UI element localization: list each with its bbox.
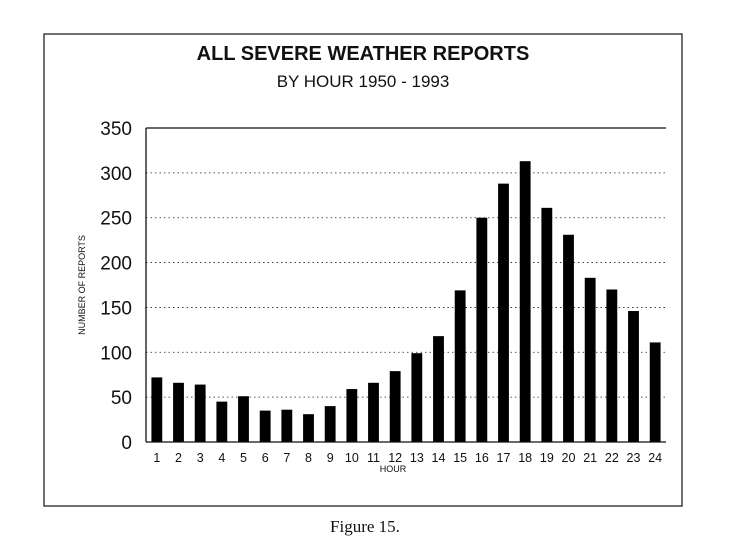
x-tick-label: 14 [432,451,446,465]
x-tick-labels: 1 2 3 4 5 6 7 8 9 10 11 12 13 14 15 16 17 18 19 20 21 22 23 24 [153,451,662,465]
bar-hour-19 [541,207,553,442]
bar-hour-24 [649,342,661,442]
bar-hour-22 [606,289,618,442]
bar-hour-15 [454,290,466,442]
bar-hour-1 [151,377,163,442]
x-tick-label: 24 [648,451,662,465]
x-tick-label: 4 [218,451,225,465]
y-tick-label: 50 [111,388,132,409]
chart-border [43,33,683,507]
bar-hour-2 [173,382,184,442]
bar-hour-5 [238,396,249,442]
chart-subtitle: BY HOUR 1950 - 1993 [277,72,450,91]
x-tick-label: 17 [497,451,511,465]
bar-hour-6 [259,410,271,442]
y-tick-label: 0 [121,433,132,454]
bar-hour-12 [389,371,401,442]
x-tick-label: 8 [305,451,312,465]
x-tick-label: 2 [175,451,182,465]
bar-hour-7 [281,409,293,442]
y-tick-label: 200 [100,254,132,275]
x-tick-label: 20 [562,451,576,465]
x-tick-label: 6 [262,451,269,465]
x-tick-label: 1 [153,451,160,465]
bar-hour-17 [498,183,509,442]
y-tick-labels: 0 50 100 150 200 250 300 350 [100,119,132,454]
bar-hour-9 [324,406,336,442]
x-tick-label: 10 [345,451,359,465]
x-tick-label: 9 [327,451,334,465]
bar-hour-16 [476,217,488,442]
x-tick-label: 23 [627,451,641,465]
bar-hour-8 [303,414,314,442]
bar-hour-3 [194,384,206,442]
bar-hour-18 [519,161,531,443]
x-tick-label: 15 [453,451,467,465]
x-tick-label: 19 [540,451,554,465]
x-tick-label: 11 [367,451,380,465]
bars [151,161,661,443]
x-tick-label: 22 [605,451,619,465]
x-tick-label: 21 [583,451,597,465]
bar-hour-21 [584,277,596,442]
figure-caption: Figure 15. [330,517,400,536]
bar-hour-20 [563,234,574,442]
x-tick-label: 16 [475,451,489,465]
y-axis-label: NUMBER OF REPORTS [77,235,87,335]
bar-hour-4 [216,401,228,442]
x-tick-label: 3 [197,451,204,465]
y-tick-label: 250 [100,209,132,230]
x-tick-label: 7 [283,451,290,465]
y-tick-label: 350 [100,119,132,140]
bar-hour-13 [411,353,423,442]
x-tick-label: 5 [240,451,247,465]
bar-hour-10 [346,389,358,442]
x-axis-label: HOUR [380,464,407,474]
y-tick-label: 100 [100,343,132,364]
bar-hour-14 [433,336,444,442]
bar-hour-11 [368,382,379,442]
x-tick-label: 13 [410,451,424,465]
chart-title: ALL SEVERE WEATHER REPORTS [197,43,530,65]
bar-hour-23 [628,311,639,442]
y-tick-label: 300 [100,164,132,185]
x-tick-label: 18 [518,451,532,465]
x-tick-label: 12 [388,451,402,465]
y-tick-label: 150 [100,298,132,319]
gridlines [146,172,666,398]
